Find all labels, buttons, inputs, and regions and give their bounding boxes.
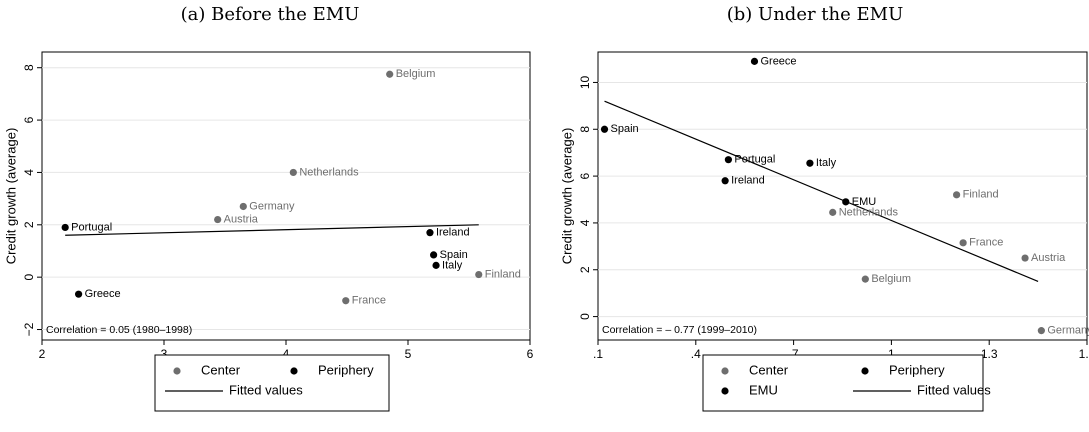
panel-b-point-label: Spain — [611, 123, 639, 135]
panel-a-legend-label: Fitted values — [229, 382, 303, 397]
panel-a-plot-frame — [41, 51, 531, 341]
panel-b-point-austria — [1021, 254, 1029, 262]
panel-a-xtick-label: 6 — [527, 347, 534, 361]
panel-b-point-greece — [750, 57, 759, 65]
panel-b-title: (b) Under the EMU — [726, 4, 904, 25]
panel-b-ytick-label: 2 — [578, 266, 592, 273]
panel-a-ytick-label: 6 — [22, 116, 36, 123]
panel-b-ytick-label: 6 — [578, 172, 592, 179]
panel-a-point-label: Portugal — [71, 221, 112, 233]
panel-a-point-label: Greece — [85, 288, 121, 300]
panel-b-plot-frame — [597, 51, 1088, 341]
panel-b-point-label: France — [969, 237, 1003, 249]
panel-a-ytick-label: 8 — [22, 64, 36, 71]
panel-b-point-label: EMU — [852, 196, 877, 208]
panel-b-ytick-label: 8 — [578, 126, 592, 133]
panel-a-point-label: Spain — [440, 249, 468, 261]
panel-b-point-label: Italy — [816, 157, 837, 169]
panel-a-fitted-line — [65, 224, 479, 236]
panel-a-point-label: Belgium — [396, 68, 436, 80]
panel-b-point-label: Netherlands — [839, 206, 899, 218]
panel-a-xtick-label: 3 — [161, 347, 168, 361]
panel-b-point-france — [959, 239, 967, 247]
panel-b-xtick-label: .4 — [691, 347, 701, 361]
panel-b-point-finland — [953, 191, 961, 199]
panel-b-fitted-line — [604, 100, 1039, 283]
panel-a-point-finland — [475, 270, 483, 279]
panel-a-y-axis-label: Credit growth (average) — [3, 128, 18, 265]
panel-b-point-italy — [806, 159, 814, 167]
panel-b-legend-label: Periphery — [889, 362, 945, 377]
panel-a-point-label: Finland — [485, 268, 521, 280]
panel-a-point-germany — [239, 202, 247, 211]
panel-b-xtick-label: 1.6 — [1079, 347, 1089, 361]
panel-b-point-ireland — [721, 177, 729, 185]
panel-a-point-label: Germany — [249, 200, 295, 212]
panel-b-xtick-label: .7 — [789, 347, 799, 361]
panel-b-xtick-label: 1 — [888, 347, 895, 361]
panel-a-legend-label: Center — [201, 362, 241, 377]
panel-b-point-label: Ireland — [731, 175, 765, 187]
panel-a-ytick-label: 2 — [22, 221, 36, 228]
panel-b-correlation-note: Correlation = – 0.77 (1999–2010) — [602, 324, 757, 336]
panel-b-point-label: Greece — [760, 55, 796, 67]
panel-b-point-emu — [842, 198, 850, 206]
panel-b-ytick-label: 0 — [578, 313, 592, 320]
panel-a-point-portugal — [61, 223, 69, 232]
panel-a-legend-box — [154, 354, 390, 412]
panel-b-xtick-label: 1.3 — [981, 347, 998, 361]
panel-a-xtick-label: 4 — [283, 347, 290, 361]
panel-b-legend-label: Fitted values — [917, 382, 991, 397]
panel-a-point-label: Austria — [224, 213, 259, 225]
panel-b-point-spain — [600, 125, 609, 133]
panel-b-point-portugal — [724, 156, 733, 164]
panel-b-y-axis-label: Credit growth (average) — [559, 128, 574, 265]
panel-b-ytick-label: 10 — [578, 75, 592, 89]
panel-a-ytick-label: 0 — [22, 274, 36, 281]
panel-a-point-spain — [430, 251, 438, 259]
panel-b-legend-label: EMU — [749, 382, 778, 397]
panel-a-point-greece — [75, 290, 83, 298]
panel-b-point-label: Finland — [963, 189, 999, 201]
panel-a-ytick-label: −2 — [22, 322, 36, 336]
panel-a-point-label: Italy — [442, 259, 463, 271]
panel-a-point-label: France — [352, 295, 386, 307]
panel-b-ytick-label: 4 — [578, 219, 592, 226]
panel-b-legend-marker — [721, 387, 729, 395]
panel-b-point-germany — [1037, 327, 1045, 335]
panel-b-point-netherlands — [829, 208, 837, 216]
panel-a-point-france — [342, 297, 350, 305]
panel-b-point-label: Germany — [1047, 325, 1089, 337]
panel-a-xtick-label: 2 — [39, 347, 46, 361]
panel-b-point-belgium — [861, 275, 869, 283]
panel-b-legend-marker — [721, 367, 729, 375]
panel-b-point-label: Portugal — [734, 154, 775, 166]
panel-b-legend-marker — [861, 367, 869, 375]
panel-a-point-label: Ireland — [436, 227, 470, 239]
panel-a-point-netherlands — [289, 168, 297, 177]
panel-a-ytick-label: 4 — [22, 169, 36, 176]
panel-b-legend-box — [702, 354, 984, 412]
panel-a-legend-marker — [290, 367, 298, 375]
panel-b-xtick-label: .1 — [593, 347, 603, 361]
panel-a-point-italy — [432, 261, 440, 269]
panel-a-point-belgium — [386, 70, 394, 78]
panel-b-legend-label: Center — [749, 362, 789, 377]
panel-a-title: (a) Before the EMU — [180, 4, 360, 25]
panel-a-correlation-note: Correlation = 0.05 (1980–1998) — [46, 324, 192, 336]
panel-a-point-ireland — [426, 229, 434, 237]
panel-a-xtick-label: 5 — [405, 347, 412, 361]
panel-a-legend-label: Periphery — [318, 362, 374, 377]
panel-a-point-austria — [214, 215, 222, 224]
panel-a-legend-marker — [173, 367, 181, 375]
panel-b-point-label: Austria — [1031, 252, 1066, 264]
panel-b-point-label: Belgium — [871, 273, 911, 285]
panel-a-point-label: Netherlands — [299, 166, 359, 178]
